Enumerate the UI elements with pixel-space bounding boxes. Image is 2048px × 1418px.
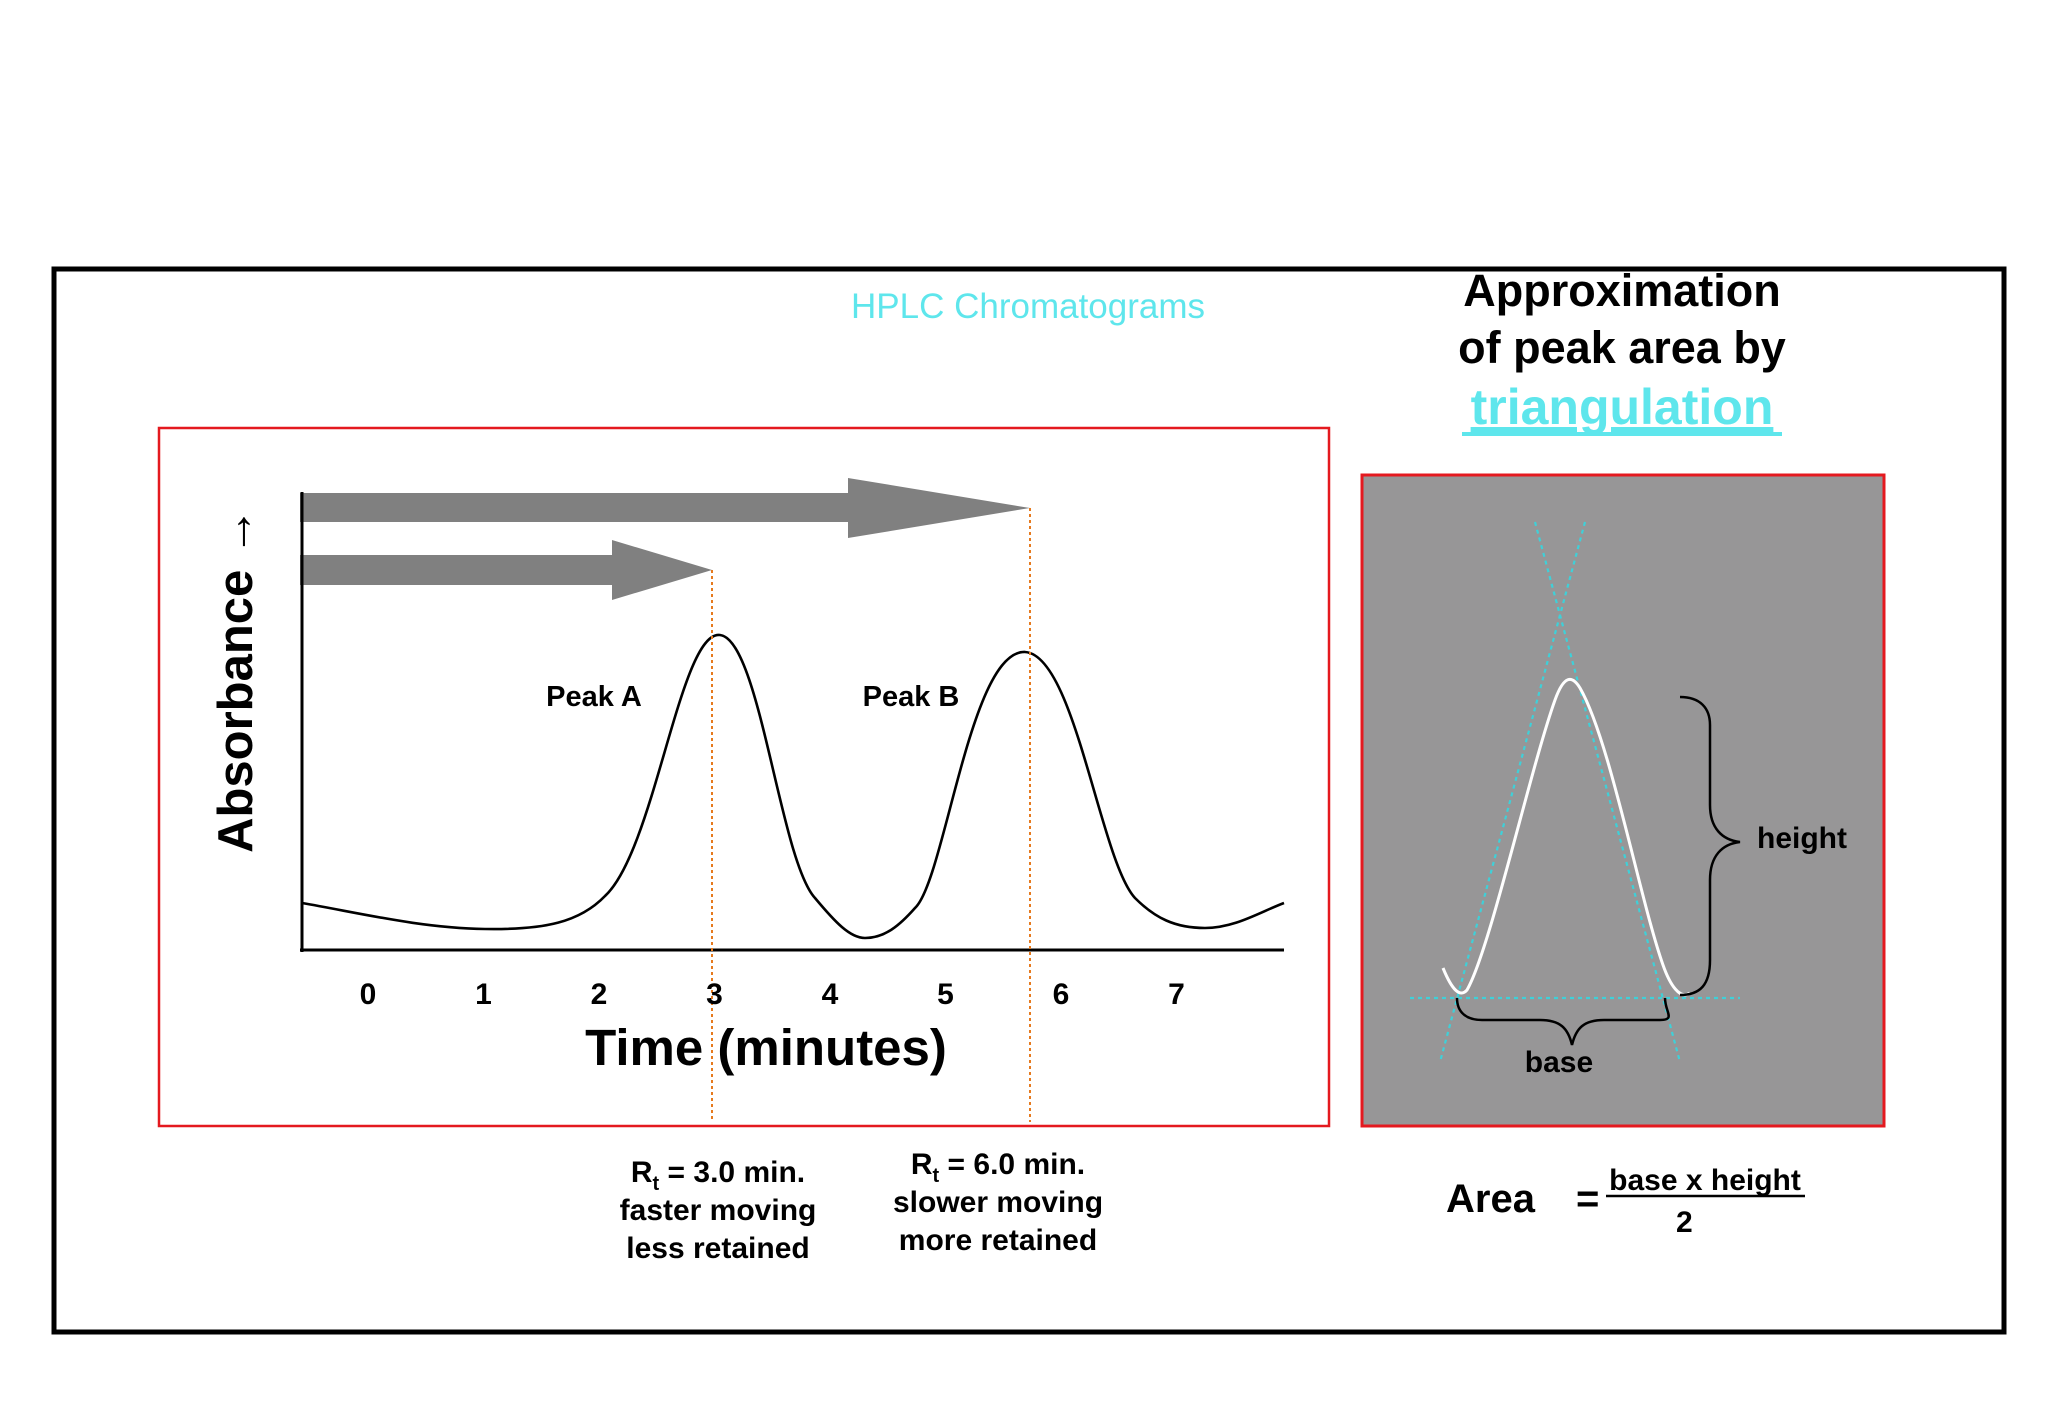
x-tick-label-5: 5: [937, 978, 954, 1011]
x-tick-label-3: 3: [706, 978, 723, 1011]
triangulation-heading-line2: of peak area by: [1458, 322, 1786, 373]
retention-b-line3: more retained: [899, 1224, 1097, 1257]
tangent-right: [1533, 521, 1682, 1063]
peak-a-label: Peak A: [546, 681, 642, 713]
x-axis-label: Time (minutes): [585, 1019, 947, 1076]
x-tick-label-0: 0: [360, 978, 377, 1011]
tangent-left: [1438, 521, 1587, 1063]
height-brace: [1679, 695, 1741, 997]
formula-lhs: Area: [1446, 1177, 1536, 1221]
arrow-peak-b: [300, 478, 1030, 538]
x-tick-labels: 0 1 2 3 4 5 6 7: [360, 978, 1185, 1011]
arrow-peak-a: [300, 540, 712, 600]
base-label: base: [1525, 1046, 1593, 1079]
peak-b-label: Peak B: [863, 681, 960, 713]
x-tick-label-6: 6: [1053, 978, 1070, 1011]
chromatogram-trace: [301, 633, 1285, 940]
x-tick-label-2: 2: [591, 978, 608, 1011]
retention-b-line2: slower moving: [893, 1186, 1103, 1219]
base-brace: [1455, 997, 1670, 1046]
formula-denominator: 2: [1676, 1206, 1693, 1239]
formula-equals: =: [1576, 1177, 1599, 1221]
triangulation-link[interactable]: triangulation: [1471, 379, 1774, 435]
retention-a-line1: Rt = 3.0 min.: [631, 1156, 805, 1195]
height-label: height: [1757, 822, 1847, 855]
chromatogram-frame: [157, 426, 1331, 1128]
outer-frame: [51, 266, 2007, 1335]
x-tick-label-4: 4: [822, 978, 839, 1011]
formula-numerator: base x height: [1609, 1164, 1801, 1197]
x-tick-label-7: 7: [1168, 978, 1185, 1011]
retention-a-line2: faster moving: [620, 1194, 817, 1227]
retention-b-line1: Rt = 6.0 min.: [911, 1148, 1085, 1187]
page-title: HPLC Chromatograms: [851, 287, 1205, 326]
triangulation-heading-line1: Approximation: [1463, 265, 1781, 316]
triangulation-peak-curve: [1441, 677, 1691, 997]
x-tick-label-1: 1: [475, 978, 492, 1011]
triangulation-panel: [1360, 473, 1886, 1128]
y-axis-label: Absorbance →: [209, 507, 263, 853]
retention-a-line3: less retained: [626, 1232, 809, 1265]
